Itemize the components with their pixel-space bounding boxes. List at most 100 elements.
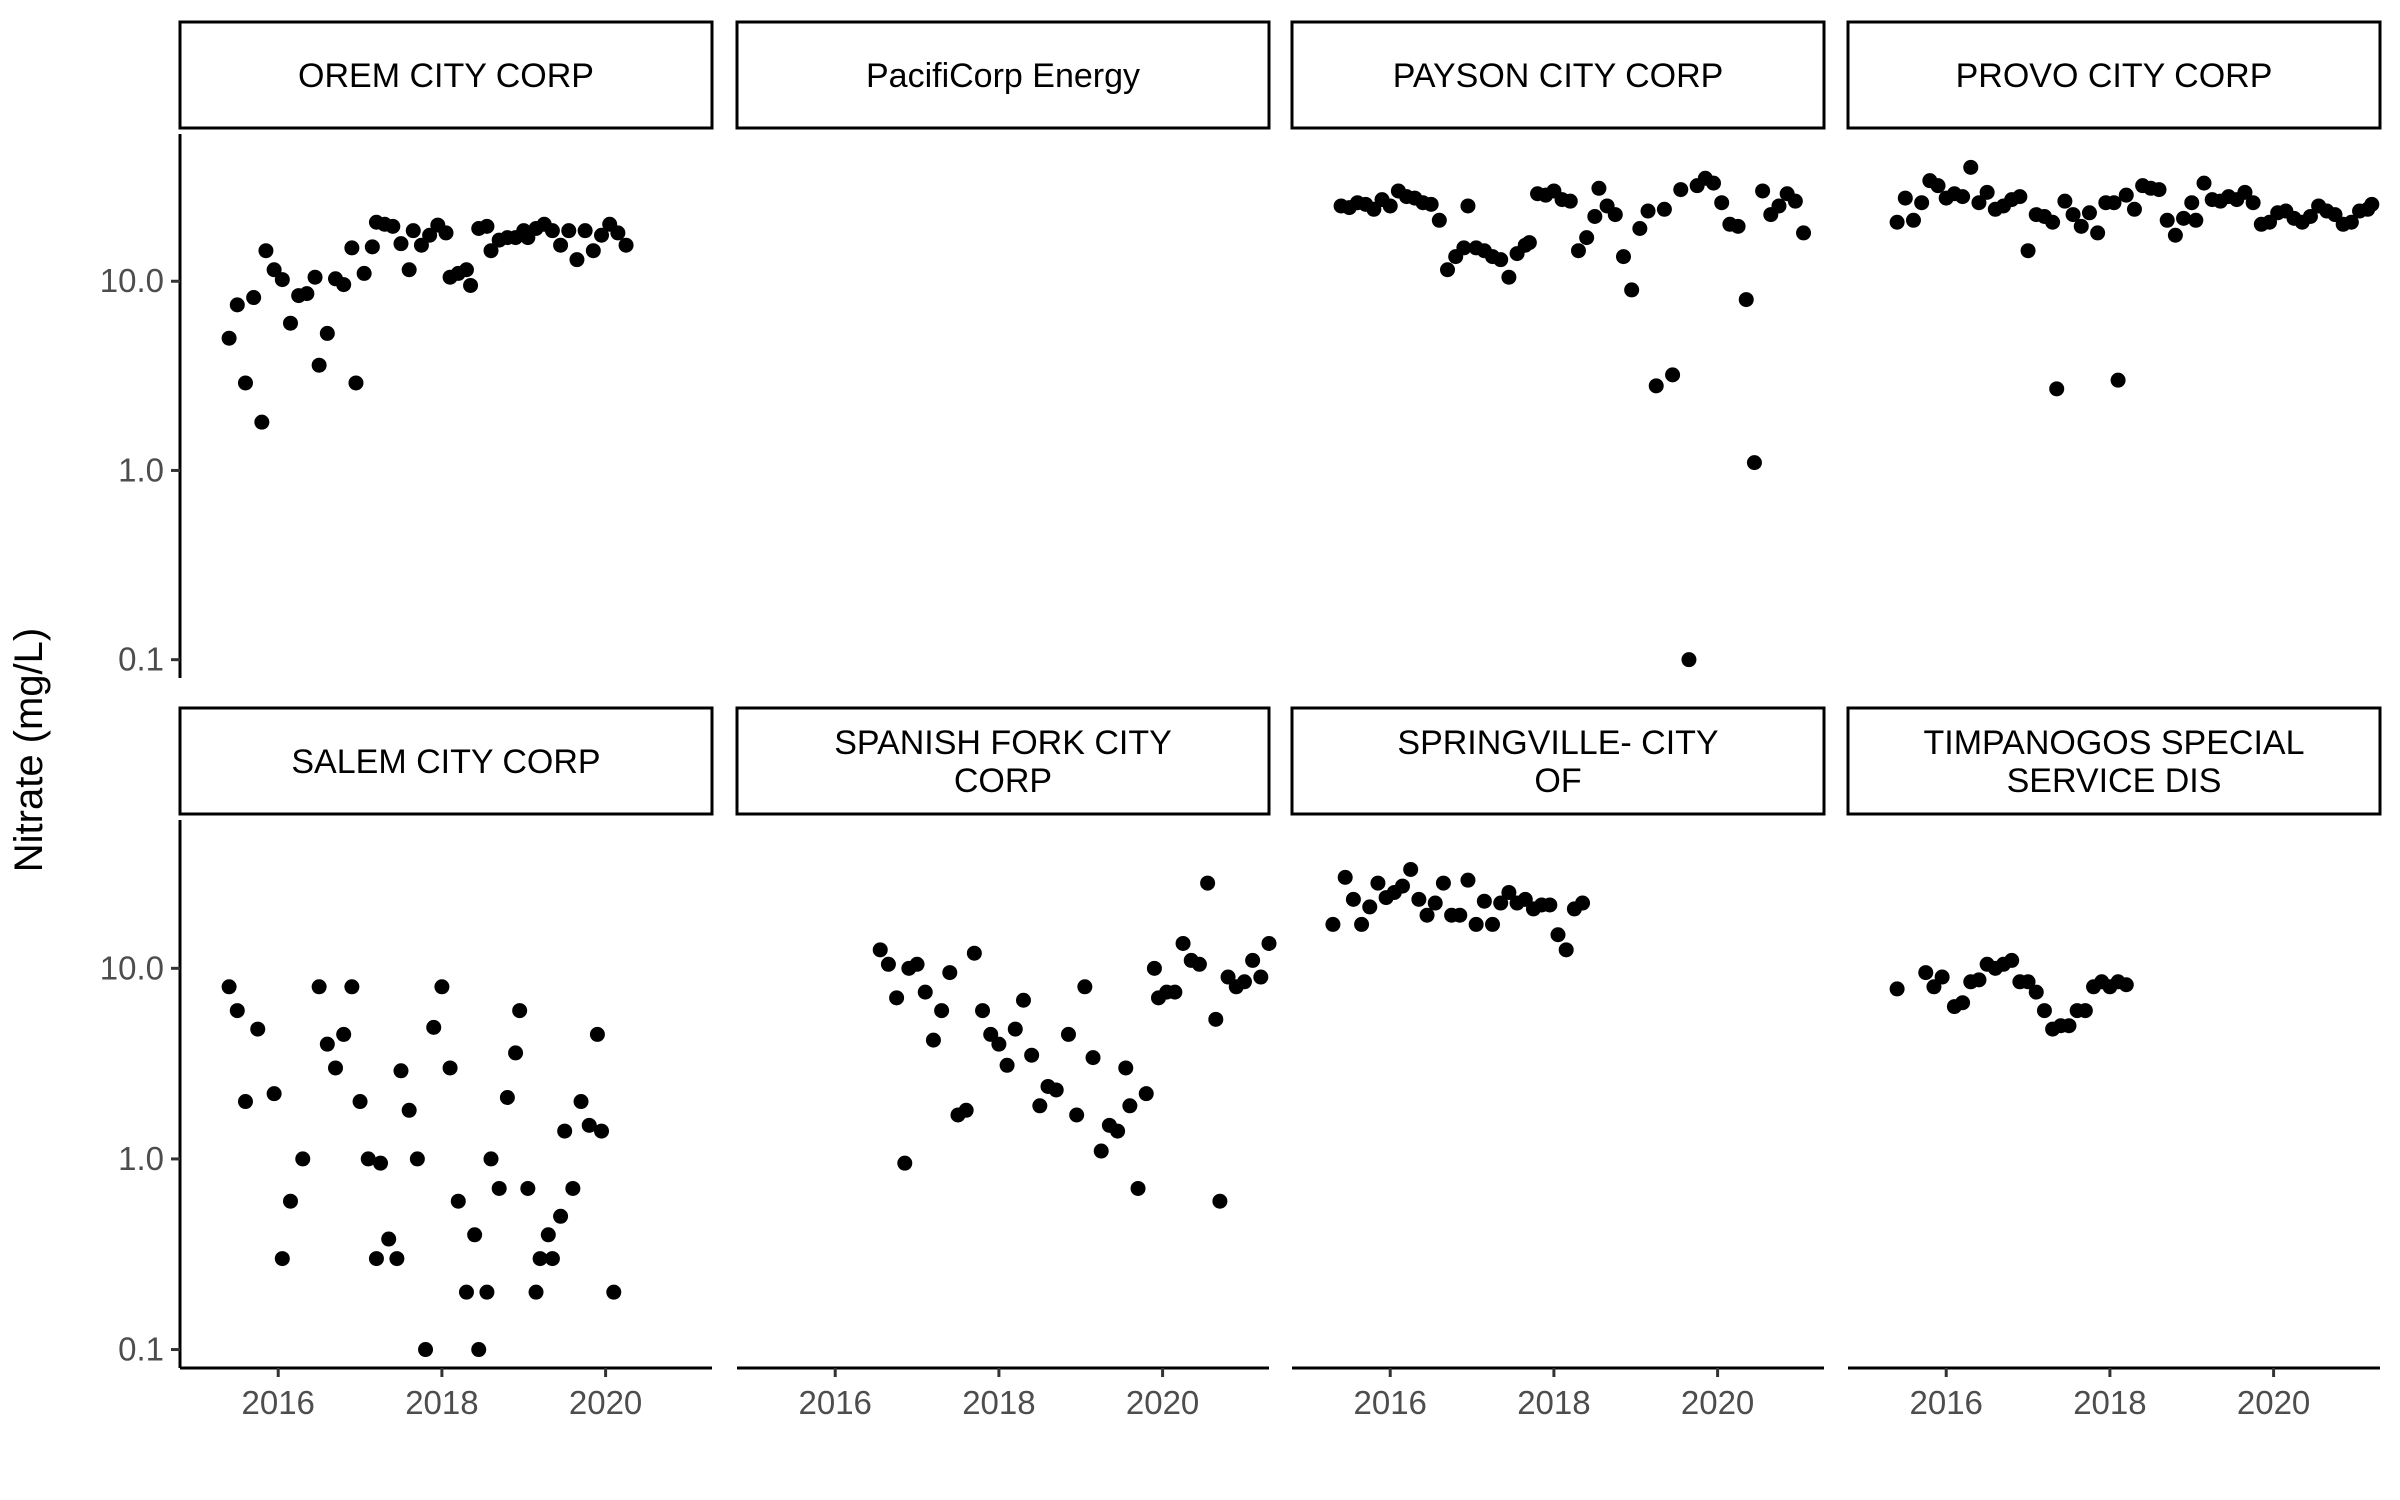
data-point [426, 1019, 442, 1035]
data-point [1212, 1193, 1228, 1209]
data-point [405, 223, 421, 239]
data-point [1048, 1082, 1064, 1098]
data-point [1587, 208, 1603, 224]
data-point [1934, 969, 1950, 985]
data-point [1738, 292, 1754, 308]
data-point [512, 1003, 528, 1019]
data-point [1460, 198, 1476, 214]
y-tick-label: 0.1 [118, 641, 164, 678]
data-point [1370, 875, 1386, 891]
data-point [618, 237, 634, 253]
data-point [1591, 180, 1607, 196]
y-tick-label: 1.0 [118, 451, 164, 488]
data-point [1118, 1060, 1134, 1076]
data-point [1542, 897, 1558, 913]
facet-strip [178, 706, 714, 816]
facet-title: PacifiCorp Energy [866, 57, 1140, 95]
data-point [1889, 981, 1905, 997]
data-point [299, 286, 315, 302]
data-point [1730, 218, 1746, 234]
data-point [467, 1227, 483, 1243]
data-point [2159, 212, 2175, 228]
data-point [344, 979, 360, 995]
data-point [553, 237, 569, 253]
data-point [1337, 869, 1353, 885]
data-point [958, 1102, 974, 1118]
y-tick-label: 10.0 [100, 949, 164, 986]
data-point [2020, 243, 2036, 259]
data-point [1640, 203, 1656, 219]
data-point [1419, 907, 1435, 923]
data-point [1889, 214, 1905, 230]
data-point [1138, 1086, 1154, 1102]
data-point [897, 1155, 913, 1171]
data-point [2049, 381, 2065, 397]
facet-strip [735, 706, 1271, 816]
data-point [1431, 212, 1447, 228]
data-point [1632, 220, 1648, 236]
facet-title: SPRINGVILLE- CITY [1397, 724, 1718, 762]
data-point [1493, 895, 1509, 911]
data-point [1796, 225, 1812, 241]
facet-title: CORP [954, 762, 1052, 800]
data-point [2073, 218, 2089, 234]
data-point [569, 252, 585, 268]
data-point [450, 1193, 466, 1209]
facet-title: PROVO CITY CORP [1956, 57, 2273, 95]
data-point [401, 1102, 417, 1118]
data-point [1558, 942, 1574, 958]
data-point [393, 1063, 409, 1079]
data-point [520, 1180, 536, 1196]
data-point [311, 357, 327, 373]
data-point [1069, 1107, 1085, 1123]
data-point [2184, 195, 2200, 211]
data-point [1191, 956, 1207, 972]
data-point [594, 1123, 610, 1139]
data-point [2036, 1003, 2052, 1019]
data-point [319, 325, 335, 341]
data-point [1460, 872, 1476, 888]
data-point [1394, 878, 1410, 894]
data-point [1681, 652, 1697, 668]
data-point [2196, 175, 2212, 191]
data-point [2245, 195, 2261, 211]
data-point [1261, 935, 1277, 951]
data-point [561, 223, 577, 239]
facet-strip [1846, 706, 2382, 816]
data-point [2151, 182, 2167, 198]
data-point [364, 239, 380, 255]
data-point [1354, 916, 1370, 932]
y-axis-label: Nitrate (mg/L) [7, 628, 51, 873]
data-point [2110, 372, 2126, 388]
data-point [295, 1151, 311, 1167]
data-point [2004, 952, 2020, 968]
data-point [336, 277, 352, 293]
data-point [2061, 1018, 2077, 1034]
facet-panel: PacifiCorp Energy [735, 20, 1271, 130]
data-point [2118, 187, 2134, 203]
data-point [221, 330, 237, 346]
x-tick-label: 2020 [569, 1384, 642, 1421]
facet-title: OREM CITY CORP [298, 57, 594, 95]
data-point [508, 1045, 524, 1061]
data-point [458, 1284, 474, 1300]
data-point [1656, 201, 1672, 217]
facet-title: SPANISH FORK CITY [834, 724, 1172, 762]
data-point [1362, 899, 1378, 915]
data-point [1167, 984, 1183, 1000]
data-point [1060, 1026, 1076, 1042]
data-point [2106, 195, 2122, 211]
facet-strip [1846, 20, 2382, 130]
data-point [1570, 243, 1586, 259]
data-point [438, 225, 454, 241]
y-tick-label: 0.1 [118, 1331, 164, 1368]
data-point [1918, 965, 1934, 981]
data-point [479, 1284, 495, 1300]
data-point [221, 979, 237, 995]
data-point [1382, 198, 1398, 214]
data-point [1930, 178, 1946, 194]
data-point [1130, 1180, 1146, 1196]
data-point [1440, 262, 1456, 278]
data-point [246, 290, 262, 306]
